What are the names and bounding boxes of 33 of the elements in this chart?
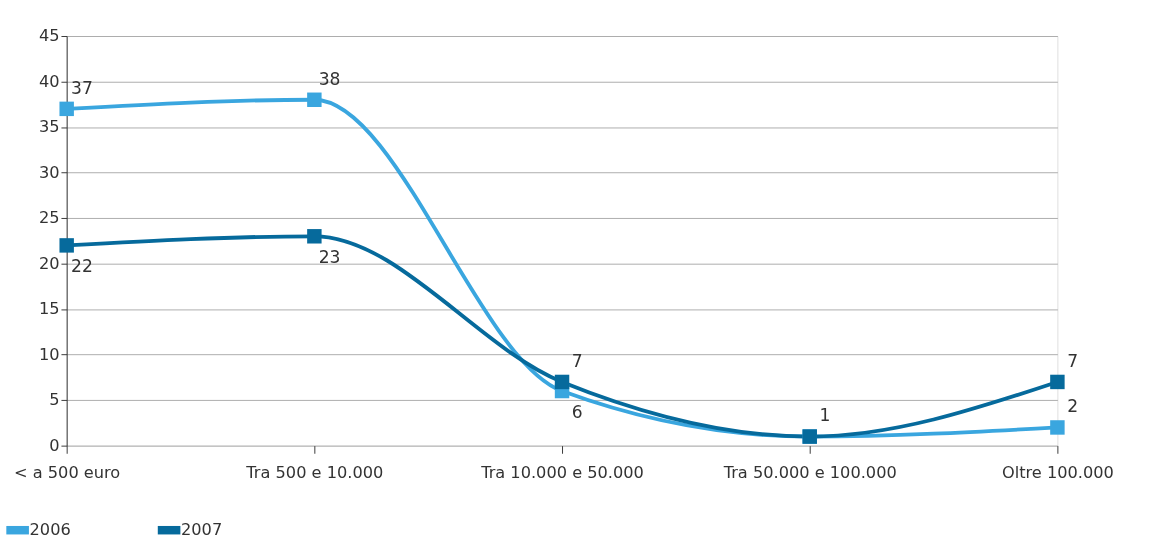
point	[1050, 420, 1065, 435]
data-label: 23	[318, 246, 341, 267]
y-tick-label: 15	[38, 299, 60, 319]
y-tick-label: 30	[38, 162, 60, 182]
y-tick-label: 25	[38, 208, 60, 228]
x-tick-label: Tra 10.000 e 50.000	[480, 462, 644, 482]
point	[554, 374, 570, 390]
y-tick-label: 40	[38, 71, 60, 91]
legend-label: 2007	[181, 519, 223, 539]
data-label: 1	[819, 405, 831, 426]
y-tick-label: 0	[49, 435, 60, 455]
y-tick-label: 35	[38, 117, 60, 137]
point	[307, 229, 322, 244]
x-tick-label: Tra 50.000 e 100.000	[722, 462, 897, 482]
x-tick-label: < a 500 euro	[14, 462, 121, 482]
data-label: 7	[1067, 350, 1079, 371]
point	[307, 92, 322, 107]
data-label: 2	[1067, 396, 1079, 417]
point	[1050, 374, 1065, 390]
data-label: 7	[571, 350, 583, 371]
x-tick-label: Tra 500 e 10.000	[245, 462, 384, 482]
point	[59, 238, 74, 253]
data-label: 38	[318, 68, 341, 89]
y-tick-label: 20	[38, 253, 60, 273]
y-tick-label: 10	[38, 344, 60, 364]
data-label: 6	[571, 401, 583, 422]
y-tick-label: 5	[49, 390, 60, 410]
data-label: 37	[71, 77, 93, 98]
y-tick-label: 45	[38, 26, 60, 46]
x-tick-label: Oltre 100.000	[1001, 462, 1114, 482]
data-label: 22	[71, 256, 93, 277]
point	[59, 101, 74, 117]
legend-label: 2006	[29, 519, 71, 539]
